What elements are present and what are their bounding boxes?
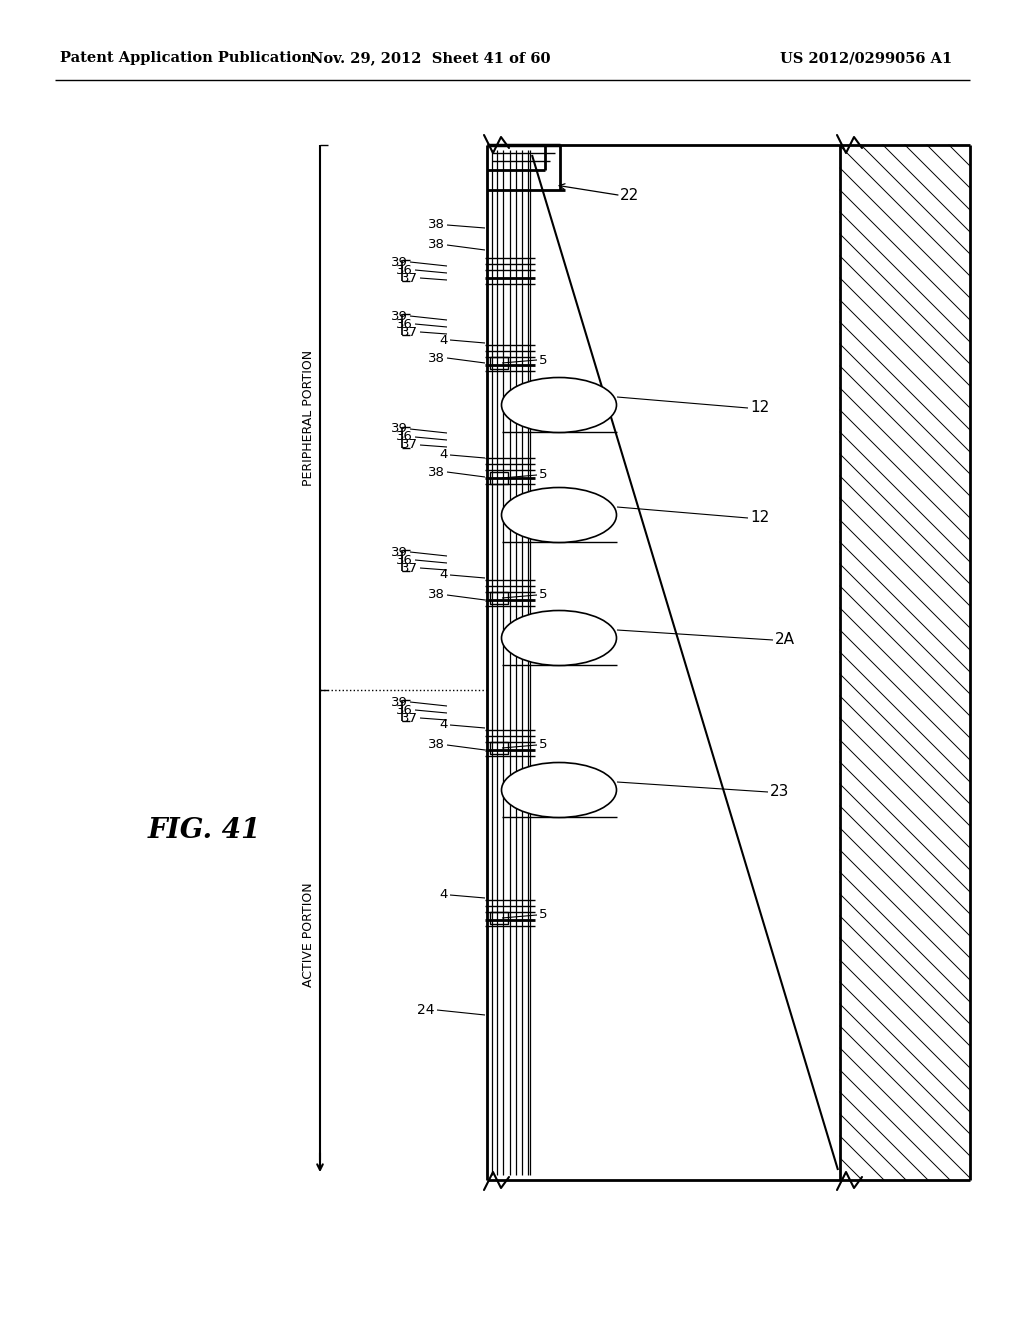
Text: 38: 38 xyxy=(428,219,445,231)
Bar xyxy=(490,473,508,484)
Text: 4: 4 xyxy=(439,569,449,582)
Bar xyxy=(490,912,508,924)
Text: 39: 39 xyxy=(391,696,408,709)
Text: Patent Application Publication: Patent Application Publication xyxy=(60,51,312,65)
Text: 12: 12 xyxy=(750,400,769,416)
Text: 23: 23 xyxy=(770,784,790,800)
Text: 37: 37 xyxy=(401,561,418,574)
Text: 38: 38 xyxy=(428,738,445,751)
Text: 4: 4 xyxy=(439,449,449,462)
Text: 36: 36 xyxy=(396,704,413,717)
Text: 37: 37 xyxy=(401,326,418,338)
Text: 2A: 2A xyxy=(775,632,795,648)
Bar xyxy=(490,591,508,605)
Text: 38: 38 xyxy=(428,239,445,252)
Text: FIG. 41: FIG. 41 xyxy=(148,817,261,843)
Text: 36: 36 xyxy=(396,264,413,276)
Text: 5: 5 xyxy=(539,589,548,602)
Text: 4: 4 xyxy=(439,718,449,731)
Text: US 2012/0299056 A1: US 2012/0299056 A1 xyxy=(780,51,952,65)
Text: Nov. 29, 2012  Sheet 41 of 60: Nov. 29, 2012 Sheet 41 of 60 xyxy=(309,51,550,65)
Text: PERIPHERAL PORTION: PERIPHERAL PORTION xyxy=(301,350,314,486)
Bar xyxy=(490,356,508,370)
Text: 5: 5 xyxy=(539,908,548,921)
Text: 36: 36 xyxy=(396,430,413,444)
Text: 38: 38 xyxy=(428,589,445,602)
Text: 39: 39 xyxy=(391,309,408,322)
Text: 37: 37 xyxy=(401,272,418,285)
Text: 37: 37 xyxy=(401,711,418,725)
Text: 36: 36 xyxy=(396,318,413,330)
Text: 5: 5 xyxy=(539,469,548,482)
Ellipse shape xyxy=(502,610,616,665)
Text: 39: 39 xyxy=(391,545,408,558)
Bar xyxy=(490,742,508,754)
Text: 22: 22 xyxy=(620,187,639,202)
Text: 38: 38 xyxy=(428,466,445,479)
Text: 4: 4 xyxy=(439,888,449,902)
Text: 24: 24 xyxy=(418,1003,435,1016)
Text: ACTIVE PORTION: ACTIVE PORTION xyxy=(301,883,314,987)
Text: 5: 5 xyxy=(539,354,548,367)
Text: 5: 5 xyxy=(539,738,548,751)
Text: 4: 4 xyxy=(439,334,449,346)
Text: 39: 39 xyxy=(391,256,408,268)
Text: 36: 36 xyxy=(396,553,413,566)
Text: 38: 38 xyxy=(428,351,445,364)
Text: 12: 12 xyxy=(750,511,769,525)
Ellipse shape xyxy=(502,378,616,433)
Ellipse shape xyxy=(502,487,616,543)
Text: 39: 39 xyxy=(391,422,408,436)
Text: 37: 37 xyxy=(401,438,418,451)
Ellipse shape xyxy=(502,763,616,817)
